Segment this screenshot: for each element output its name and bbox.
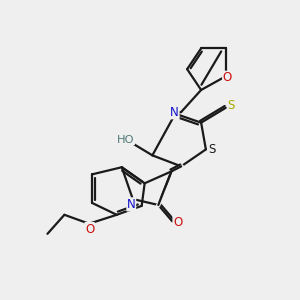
Text: N: N — [127, 198, 136, 211]
Text: HO: HO — [117, 135, 134, 145]
Text: O: O — [223, 71, 232, 84]
Text: O: O — [85, 223, 94, 236]
Text: N: N — [170, 106, 179, 119]
Text: S: S — [227, 99, 235, 112]
Text: O: O — [173, 216, 182, 229]
Text: S: S — [208, 143, 215, 156]
